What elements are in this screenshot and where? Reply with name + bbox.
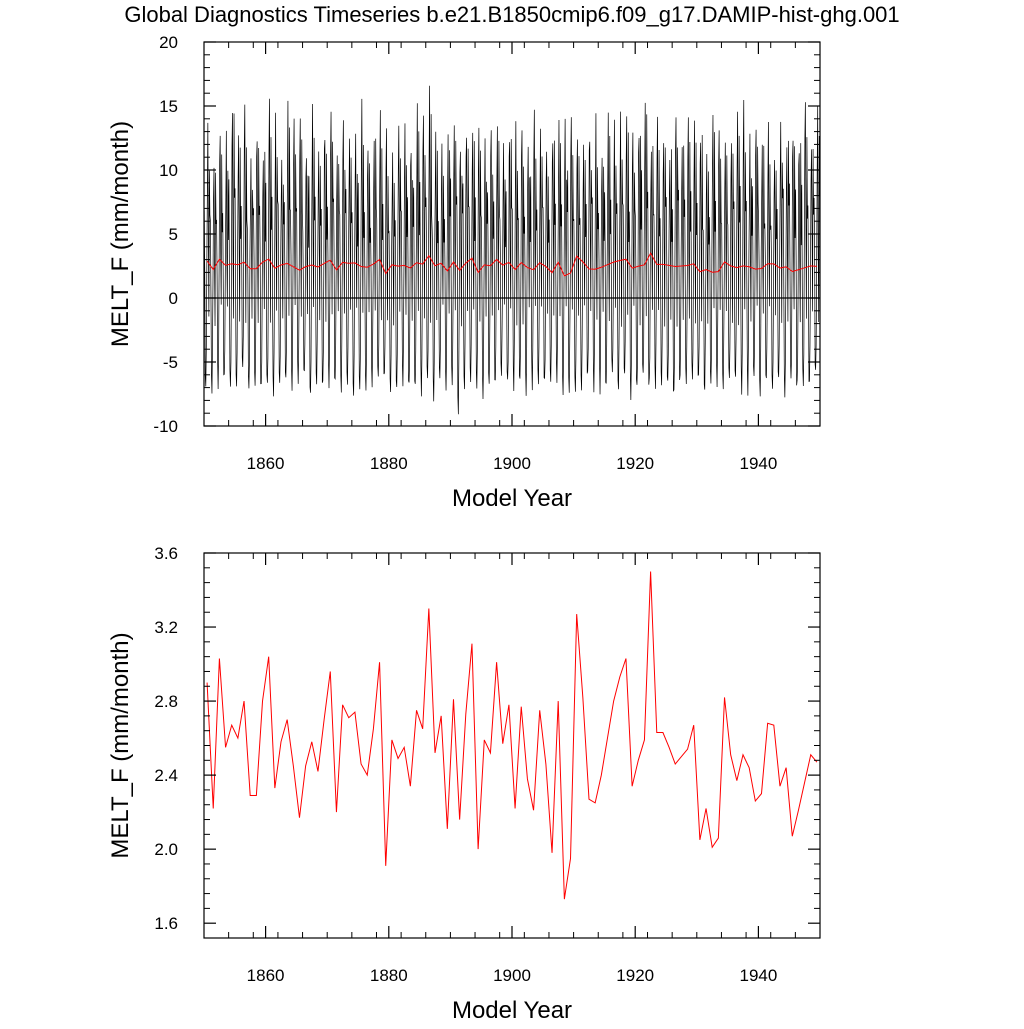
figure-title: Global Diagnostics Timeseries b.e21.B185… [124,2,900,27]
top-y-tick-label: 0 [169,289,178,308]
bottom-y-tick-label: 1.6 [154,914,178,933]
bottom-annual-mean-line [206,571,818,900]
top-panel: 1860 1880 1900 1920 1940 -10 -5 0 5 10 15 20 Model … [107,33,821,512]
bottom-y-axis-label: MELT_F (mm/month) [107,632,134,858]
bottom-x-axis-label: Model Year [452,997,572,1024]
top-y-axis-label: MELT_F (mm/month) [107,121,134,347]
top-monthly-series-line [203,85,821,415]
bottom-y-tick-label: 2.4 [154,766,178,785]
top-plot-area [203,85,821,415]
top-y-tick-label: 10 [159,161,178,180]
top-annual-mean-line [206,252,817,277]
top-x-tick-label-1920: 1920 [616,454,654,473]
top-x-axis-label: Model Year [452,485,572,512]
top-x-tick-label-1880: 1880 [370,454,408,473]
bottom-y-tick-label: 2.8 [154,692,178,711]
top-y-tick-label: 5 [169,225,178,244]
bottom-x-tick-label-1880: 1880 [370,966,408,985]
bottom-y-tick-label: 3.6 [154,544,178,563]
top-x-tick-label-1900: 1900 [493,454,531,473]
top-y-tick-label: -10 [153,417,178,436]
top-y-tick-label: -5 [163,353,178,372]
bottom-panel: 1860 1880 1900 1920 1940 1.6 2.0 2.4 2.8 3.2 3.6 M… [107,544,821,1024]
top-axis-ticks: 1860 1880 1900 1920 1940 -10 -5 0 5 10 15 20 [153,33,821,473]
bottom-plot-area [206,571,818,900]
bottom-x-tick-label-1940: 1940 [739,966,777,985]
bottom-axis-ticks: 1860 1880 1900 1920 1940 1.6 2.0 2.4 2.8 3.2 3.6 [154,544,821,985]
bottom-x-tick-label-1860: 1860 [247,966,285,985]
top-y-tick-label: 20 [159,33,178,52]
top-y-tick-label: 15 [159,97,178,116]
bottom-x-tick-label-1920: 1920 [616,966,654,985]
bottom-y-tick-label: 2.0 [154,840,178,859]
bottom-x-tick-label-1900: 1900 [493,966,531,985]
bottom-plot-frame [203,552,821,939]
top-x-tick-label-1940: 1940 [739,454,777,473]
bottom-y-tick-label: 3.2 [154,618,178,637]
top-x-tick-label-1860: 1860 [247,454,285,473]
